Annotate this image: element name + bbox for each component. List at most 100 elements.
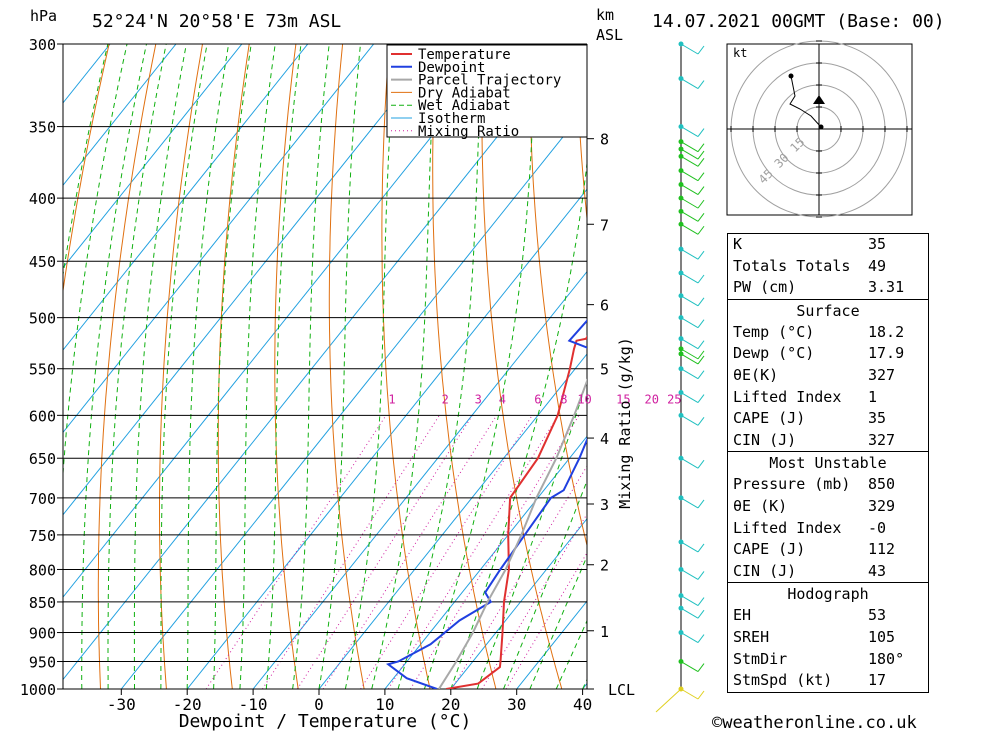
temperature-tick-label: 10: [375, 695, 394, 714]
pressure-tick-label: 850: [29, 594, 56, 612]
wind-barb: [680, 170, 699, 182]
wind-barb: [680, 141, 699, 153]
legend-entry: Dry Adiabat: [418, 85, 511, 101]
wet-adiabat-line: [265, 44, 302, 689]
temperature-tick-label: -30: [107, 695, 136, 714]
hodograph-label: StmSpd (kt): [733, 671, 833, 690]
isotherm-line: [63, 44, 309, 351]
wind-barb: [680, 272, 699, 284]
wind-barb: [680, 353, 699, 365]
datetime-title: 14.07.2021 00GMT (Base: 00): [652, 11, 945, 32]
wind-barb-feather: [697, 297, 705, 307]
surface-value: 18.2: [868, 322, 905, 341]
dry-adiabat-line: [997, 44, 1000, 689]
pressure-unit: hPa: [30, 7, 57, 25]
wind-barb-feather: [697, 186, 705, 195]
height-tick-label: 1: [600, 623, 609, 641]
legend-entry: Dewpoint: [418, 60, 485, 76]
wind-barb: [680, 392, 699, 403]
height-tick-label: 4: [600, 430, 609, 448]
wind-barb-feather: [697, 571, 705, 580]
wind-barb-feather: [697, 609, 705, 619]
most-unstable-value: 850: [868, 475, 896, 494]
wind-barb-feather: [697, 319, 705, 328]
isotherm-line: [318, 353, 587, 689]
wind-barb: [680, 457, 699, 469]
x-axis-label: Dewpoint / Temperature (°C): [179, 711, 472, 732]
wind-barb: [680, 607, 699, 619]
series-line-dewpoint: [385, 319, 587, 689]
hodograph-row: EH 53: [728, 605, 928, 627]
legend-entry: Parcel Trajectory: [418, 73, 561, 89]
temperature-tick-label: 0: [314, 695, 324, 714]
most-unstable-value: 329: [868, 496, 896, 515]
pressure-tick-label: 900: [29, 625, 56, 643]
hodograph-header: Hodograph: [728, 582, 928, 605]
wet-adiabat-line: [81, 44, 147, 689]
mixing-ratio-label: 10: [577, 392, 591, 406]
wind-barb: [680, 595, 699, 607]
surface-row: Lifted Index 1: [728, 387, 928, 409]
legend-entry: Temperature: [418, 47, 511, 63]
mixing-ratio-line: [296, 415, 473, 689]
isotherm-line: [252, 270, 587, 689]
temperature-tick-label: 40: [573, 695, 592, 714]
copyright-footer: ©weatheronline.co.uk: [712, 713, 917, 733]
pressure-tick-label: 750: [29, 527, 56, 545]
wind-barb: [680, 126, 699, 138]
top-value: 35: [868, 235, 887, 253]
surface-label: Temp (°C): [733, 322, 815, 341]
mixing-ratio-label: 20: [645, 392, 659, 406]
mixing-ratio-axis-label: Mixing Ratio (g/kg): [616, 337, 634, 509]
wind-barb: [680, 661, 699, 672]
wet-adiabat-line: [213, 44, 252, 689]
wind-barb: [680, 210, 699, 222]
wind-barb-feather: [697, 499, 705, 509]
wind-barb-feather: [697, 128, 705, 137]
pressure-tick-label: 950: [29, 654, 56, 672]
hodograph-value: 180°: [868, 649, 905, 668]
wet-adiabat-line: [107, 44, 167, 689]
dry-adiabat-line: [63, 44, 110, 294]
wind-barb-feather: [697, 634, 705, 643]
wind-barb-feather: [697, 158, 705, 167]
hodograph-label: SREH: [733, 627, 770, 646]
wet-adiabat-line: [423, 44, 537, 689]
wind-barb-feather: [697, 459, 705, 469]
wet-adiabat-line: [63, 44, 128, 481]
wind-profile: [655, 41, 705, 713]
location-title: 52°24'N 20°58'E 73m ASL: [92, 11, 341, 32]
pressure-tick-label: 700: [29, 490, 56, 508]
most-unstable-label: Lifted Index: [733, 518, 842, 537]
legend-entry: Isotherm: [418, 111, 485, 127]
mixing-ratio-label: 3: [475, 392, 482, 406]
wind-barb: [680, 197, 699, 209]
wind-barb-feather: [697, 543, 705, 553]
dry-adiabat-line: [217, 44, 250, 689]
wind-barb-feather: [697, 225, 705, 235]
hodograph-unit: kt: [733, 46, 747, 60]
wind-barb: [680, 223, 699, 235]
sounding-series: [385, 319, 587, 689]
hodograph-value: 17: [868, 671, 887, 690]
isotherm-line: [63, 44, 506, 598]
wind-barb: [680, 569, 699, 580]
mixing-ratio-label: 25: [667, 392, 681, 406]
surface-row: CAPE (J) 35: [728, 408, 928, 430]
pressure-tick-label: 600: [29, 407, 56, 425]
mixing-ratio-line: [262, 415, 440, 689]
mixing-ratio-line: [409, 415, 580, 689]
wind-barb-feather: [697, 143, 705, 152]
wet-adiabat-line: [529, 555, 587, 689]
wet-adiabat-line: [186, 44, 230, 689]
isotherm-line: [63, 44, 572, 681]
wind-barb-feather: [697, 690, 705, 700]
mixing-ratio-line: [205, 415, 387, 689]
temperature-tick-label: -20: [173, 695, 202, 714]
wind-barb: [680, 43, 699, 55]
mixing-ratio-label: 8: [560, 392, 567, 406]
pressure-tick-label: 550: [29, 361, 56, 379]
wind-barb-feather: [697, 172, 705, 181]
